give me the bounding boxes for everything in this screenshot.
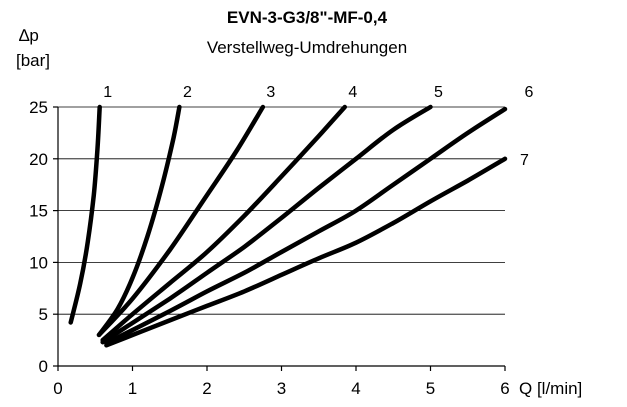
- series-line-7: [104, 156, 508, 348]
- y-tick-label: 10: [29, 253, 48, 272]
- y-tick-label: 25: [29, 98, 48, 117]
- series-label-2: 2: [183, 84, 192, 101]
- series-label-1: 1: [103, 84, 112, 101]
- chart-subtitle: Verstellweg-Umdrehungen: [207, 38, 407, 57]
- x-tick-label: 0: [53, 379, 62, 398]
- x-tick-label: 6: [500, 379, 509, 398]
- series-line-6: [104, 106, 508, 346]
- y-axis-label-symbol: ∆p: [19, 26, 39, 45]
- series-label-6: 6: [525, 84, 534, 101]
- y-tick-label: 15: [29, 202, 48, 221]
- x-tick-label: 5: [426, 379, 435, 398]
- series-label-layer: 1 2 3 4 5 6 7: [103, 84, 533, 169]
- series-layer: [68, 104, 508, 348]
- x-tick-label: 4: [351, 379, 360, 398]
- x-tick-label: 2: [202, 379, 211, 398]
- grid-layer: [58, 106, 505, 315]
- y-tick-label: 0: [39, 357, 48, 376]
- x-axis-label: Q [l/min]: [519, 379, 582, 398]
- chart-title: EVN-3-G3/8"-MF-0,4: [227, 8, 388, 27]
- y-axis-label-unit: [bar]: [16, 51, 50, 70]
- series-line-1: [68, 104, 102, 325]
- series-line-5: [100, 104, 433, 345]
- x-tick-label: 3: [277, 379, 286, 398]
- series-line-3: [96, 104, 266, 338]
- series-label-5: 5: [434, 84, 443, 101]
- x-tick-label: 1: [128, 379, 137, 398]
- y-tick-label: 5: [39, 305, 48, 324]
- series-label-7: 7: [520, 152, 529, 169]
- series-label-4: 4: [348, 84, 357, 101]
- y-tick-label: 20: [29, 150, 48, 169]
- tick-label-layer: 0 5 10 15 20 25 0 1 2 3 4 5 6: [29, 98, 510, 398]
- series-line-4: [100, 104, 348, 343]
- series-label-3: 3: [266, 84, 275, 101]
- series-line-2: [96, 104, 182, 338]
